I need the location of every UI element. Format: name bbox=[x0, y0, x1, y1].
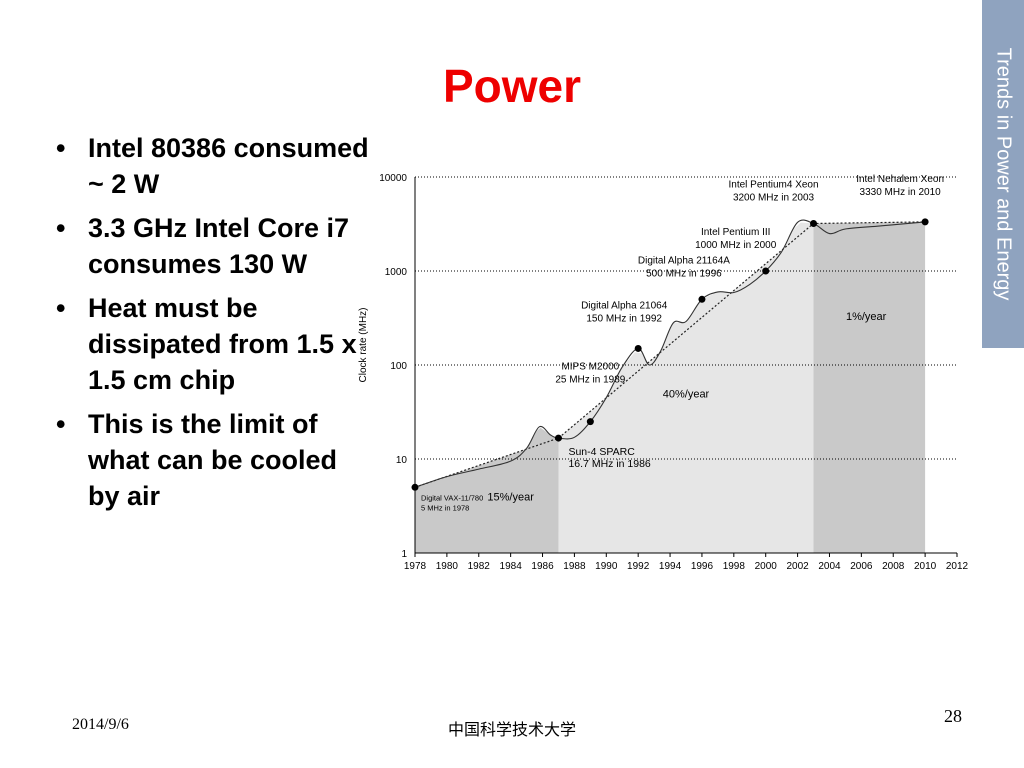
point-label-detail: 3330 MHz in 2010 bbox=[860, 187, 942, 198]
x-tick-label: 2006 bbox=[850, 561, 873, 572]
side-banner-text: Trends in Power and Energy bbox=[992, 47, 1015, 301]
point-label-detail: 5 MHz in 1978 bbox=[421, 503, 469, 512]
data-point bbox=[810, 220, 818, 228]
x-tick-label: 2010 bbox=[914, 561, 937, 572]
point-label-detail: 500 MHz in 1996 bbox=[646, 268, 722, 279]
point-label-detail: 1000 MHz in 2000 bbox=[695, 240, 777, 251]
x-tick-label: 1986 bbox=[531, 561, 554, 572]
bullet-item: • 3.3 GHz Intel Core i7 consumes 130 W bbox=[52, 210, 372, 282]
x-tick-label: 2012 bbox=[946, 561, 969, 572]
bullet-dot-icon: • bbox=[56, 213, 66, 243]
point-label-name: Digital VAX-11/780 bbox=[421, 493, 483, 502]
growth-regions bbox=[415, 221, 926, 553]
x-tick-label: 1980 bbox=[436, 561, 459, 572]
x-tick-label: 1978 bbox=[404, 561, 427, 572]
x-tick-label: 1988 bbox=[563, 561, 586, 572]
trend-line bbox=[414, 221, 926, 488]
clock-rate-curve bbox=[414, 219, 926, 488]
y-tick-label: 1 bbox=[401, 549, 407, 560]
chart-axes: 1 10 100 1000 10000 1978 1980 1982 1984 1986 1988 1… bbox=[358, 173, 969, 572]
y-tick-label: 1000 bbox=[385, 267, 408, 278]
bullet-item: • Intel 80386 consumed ~ 2 W bbox=[52, 130, 372, 202]
data-point bbox=[411, 483, 419, 491]
point-label-detail: 150 MHz in 1992 bbox=[586, 313, 662, 324]
x-tick-label: 1990 bbox=[595, 561, 618, 572]
point-label-detail: 3200 MHz in 2003 bbox=[733, 193, 815, 204]
data-point bbox=[762, 267, 770, 275]
point-labels: 15%/year 40%/year 1%/year Digital VAX-11/78… bbox=[421, 174, 944, 512]
point-label-name: Sun-4 SPARC bbox=[568, 446, 635, 458]
chart-grid bbox=[415, 176, 957, 460]
point-label-name: Intel Pentium4 Xeon bbox=[728, 180, 818, 191]
bullet-item: • This is the limit of what can be cooled… bbox=[52, 406, 372, 514]
x-tick-label: 2002 bbox=[786, 561, 809, 572]
bullet-text: This is the limit of what can be cooled … bbox=[88, 409, 338, 511]
point-label-name: Digital Alpha 21164A bbox=[638, 255, 730, 266]
data-point bbox=[554, 434, 562, 442]
x-tick-label: 2008 bbox=[882, 561, 905, 572]
data-point bbox=[921, 218, 929, 226]
region-label: 40%/year bbox=[663, 389, 710, 401]
x-tick-label: 1998 bbox=[723, 561, 746, 572]
data-point bbox=[634, 344, 642, 352]
bullet-list: • Intel 80386 consumed ~ 2 W • 3.3 GHz Int… bbox=[52, 130, 372, 522]
bullet-text: Heat must be dissipated from 1.5 x 1.5 c… bbox=[88, 293, 357, 395]
clock-rate-chart: 15%/year 40%/year 1%/year Digital VAX-11/78… bbox=[358, 173, 969, 572]
point-label-name: Intel Pentium III bbox=[701, 227, 770, 238]
point-label-detail: 25 MHz in 1989 bbox=[555, 375, 625, 386]
x-tick-label: 2004 bbox=[818, 561, 841, 572]
bullet-dot-icon: • bbox=[56, 133, 66, 163]
y-axis-label: Clock rate (MHz) bbox=[358, 307, 369, 382]
region-2 bbox=[558, 222, 814, 553]
bullet-item: • Heat must be dissipated from 1.5 x 1.5 … bbox=[52, 290, 372, 398]
curve-path bbox=[414, 219, 926, 488]
region-3 bbox=[813, 221, 926, 553]
point-label-name: Intel Nehalem Xeon bbox=[856, 174, 944, 185]
footer-organization: 中国科学技术大学 bbox=[447, 722, 576, 739]
region-label: 15%/year bbox=[487, 492, 534, 504]
footer-date: 2014/9/6 bbox=[72, 716, 129, 733]
data-point bbox=[586, 418, 594, 426]
point-label-name: MIPS M2000 bbox=[561, 362, 619, 373]
data-point bbox=[698, 295, 706, 303]
point-label-name: Digital Alpha 21064 bbox=[581, 300, 668, 311]
data-points bbox=[411, 218, 929, 491]
slide-title: Power bbox=[442, 60, 582, 112]
region-label: 1%/year bbox=[846, 311, 887, 323]
x-tick-label: 1992 bbox=[627, 561, 650, 572]
x-tick-label: 1984 bbox=[500, 561, 523, 572]
page-number: 28 bbox=[944, 706, 962, 726]
region-1 bbox=[415, 427, 559, 553]
point-label-detail: 16.7 MHz in 1986 bbox=[568, 458, 650, 470]
x-tick-label: 2000 bbox=[755, 561, 778, 572]
y-tick-label: 100 bbox=[390, 361, 407, 372]
bullet-text: 3.3 GHz Intel Core i7 consumes 130 W bbox=[88, 213, 350, 279]
x-tick-label: 1994 bbox=[659, 561, 682, 572]
trend-path bbox=[414, 221, 926, 488]
bullet-dot-icon: • bbox=[56, 409, 66, 439]
bullet-dot-icon: • bbox=[56, 293, 66, 323]
y-tick-label: 10 bbox=[396, 455, 408, 466]
y-tick-label: 10000 bbox=[379, 173, 407, 184]
bullet-text: Intel 80386 consumed ~ 2 W bbox=[88, 133, 369, 199]
side-banner: Trends in Power and Energy bbox=[982, 0, 1024, 348]
x-tick-label: 1996 bbox=[691, 561, 714, 572]
x-tick-label: 1982 bbox=[468, 561, 491, 572]
